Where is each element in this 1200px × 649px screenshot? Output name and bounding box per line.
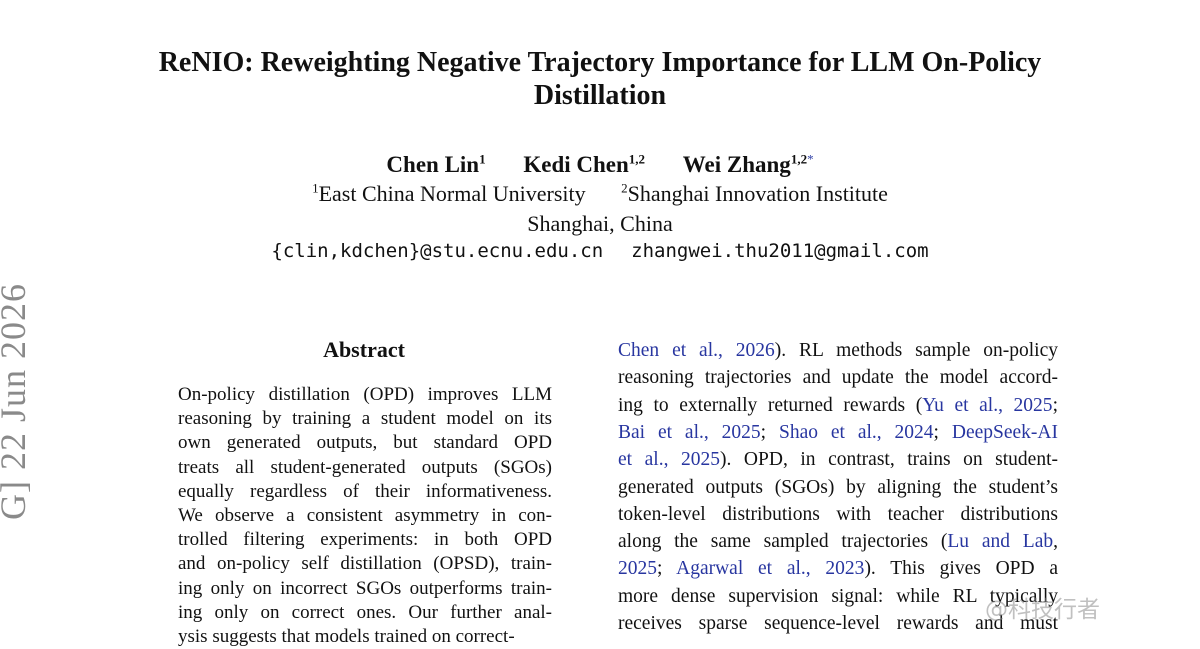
body-line: ing to externally returned rewards (Yu e… [618,392,1058,419]
citation-link[interactable]: Lu and Lab [947,531,1054,553]
body-line: reasoning trajectories and update the mo… [618,364,1058,391]
author-affiliation-mark: 1,2 [790,151,808,167]
body-text: ing to externally returned rewards ( [618,394,923,416]
body-text: , [1053,531,1058,553]
body-text: ; [933,421,952,443]
abstract-line: own generated outputs, but standard OPD [178,432,552,454]
citation-link[interactable]: Chen et al., 2026 [618,340,775,361]
author-list: Chen Lin1 Kedi Chen1,2 Wei Zhang1,2* [0,150,1200,180]
author: Kedi Chen1,2 [523,152,645,177]
abstract-line: ing only on incorrect SGOs outperforms t… [178,577,552,599]
body-text: ). This gives OPD a [864,558,1058,580]
body-text: ; [657,558,677,580]
abstract-line: equally regardless of their informativen… [178,480,552,502]
author-name: Wei Zhang [682,152,791,177]
author: Chen Lin1 [386,152,485,177]
citation-link[interactable]: Bai et al., 2025 [618,421,761,443]
author-name: Chen Lin [386,152,480,177]
body-text: reasoning trajectories and update the mo… [618,367,1058,389]
body-text: token-level distributions with teacher d… [618,503,1058,525]
author-affiliation-mark: 1 [479,151,486,167]
body-line: Bai et al., 2025; Shao et al., 2024; Dee… [618,419,1058,446]
body-text: ; [1052,394,1058,416]
abstract-line: ing only on correct ones. Our further an… [178,601,552,623]
body-line: receives sparse sequence-level rewards a… [618,610,1058,637]
citation-link[interactable]: et al., 2025 [618,449,721,471]
author-name: Kedi Chen [523,152,629,177]
affiliations: 1East China Normal University 2Shanghai … [0,180,1200,208]
body-text: generated outputs (SGOs) by aligning the… [618,476,1058,498]
body-line: along the same sampled trajectories (Lu … [618,528,1058,555]
body-text: receives sparse sequence-level rewards a… [618,613,1058,634]
body-line: token-level distributions with teacher d… [618,501,1058,528]
emails: {clin,kdchen}@stu.ecnu.edu.cn zhangwei.th… [0,237,1200,265]
abstract-line: trolled filtering experiments: in both O… [178,529,552,551]
citation-link[interactable]: Shao et al., 2024 [778,421,934,443]
citation-link[interactable]: 2025 [618,558,657,580]
abstract-line: On-policy distillation (OPD) improves LL… [178,384,552,405]
body-text: ). OPD, in contrast, trains on student- [720,449,1059,471]
body-text: ; [760,421,779,443]
corresponding-author-mark[interactable]: * [807,151,814,167]
affiliation-name: Shanghai Innovation Institute [627,181,888,206]
abstract-line: reasoning by training a student model on… [178,408,552,430]
body-line: Chen et al., 2026). RL methods sample on… [618,337,1058,364]
body-line: et al., 2025). OPD, in contrast, trains … [618,446,1058,473]
title-line: ReNIO: Reweighting Negative Trajectory I… [158,47,1042,78]
affiliation-mark: 2 [621,180,628,196]
body-line: more dense supervision signal: while RL … [618,583,1058,610]
title-line: Distillation [533,80,667,111]
author-affiliation-mark: 1,2 [628,151,646,167]
email: zhangwei.thu2011@gmail.com [631,240,929,262]
affiliation: 1East China Normal University [312,181,586,206]
body-line: 2025; Agarwal et al., 2023). This gives … [618,555,1058,582]
citation-link[interactable]: Yu et al., 2025 [922,394,1053,416]
abstract-line: and on-policy self distillation (OPSD), … [178,553,552,575]
body-text: ). RL methods sample on-policy [774,340,1058,361]
body-line: generated outputs (SGOs) by aligning the… [618,474,1058,501]
abstract-line: treats all student-generated outputs (SG… [178,456,552,478]
location: Shanghai, China [527,211,673,236]
paper-title: ReNIO: Reweighting Negative Trajectory I… [120,46,1080,112]
abstract-heading: Abstract [323,337,405,362]
abstract-line: We observe a consistent asymmetry in con… [178,505,552,526]
author: Wei Zhang1,2* [683,152,814,177]
citation-link[interactable]: DeepSeek-AI [951,421,1058,443]
arxiv-stamp: G] 22 Jun 2026 [0,283,33,520]
citation-link[interactable]: Agarwal et al., 2023 [676,558,865,580]
affiliation-name: East China Normal University [318,181,586,206]
watermark: @科技行者 [985,597,1100,623]
email: {clin,kdchen}@stu.ecnu.edu.cn [271,240,604,262]
body-text: more dense supervision signal: while RL … [618,585,1058,607]
abstract-line: ysis suggests that models trained on cor… [178,626,515,647]
body-text: along the same sampled trajectories ( [618,531,948,553]
affiliation: 2Shanghai Innovation Institute [621,181,888,206]
affiliation-mark: 1 [312,180,319,196]
